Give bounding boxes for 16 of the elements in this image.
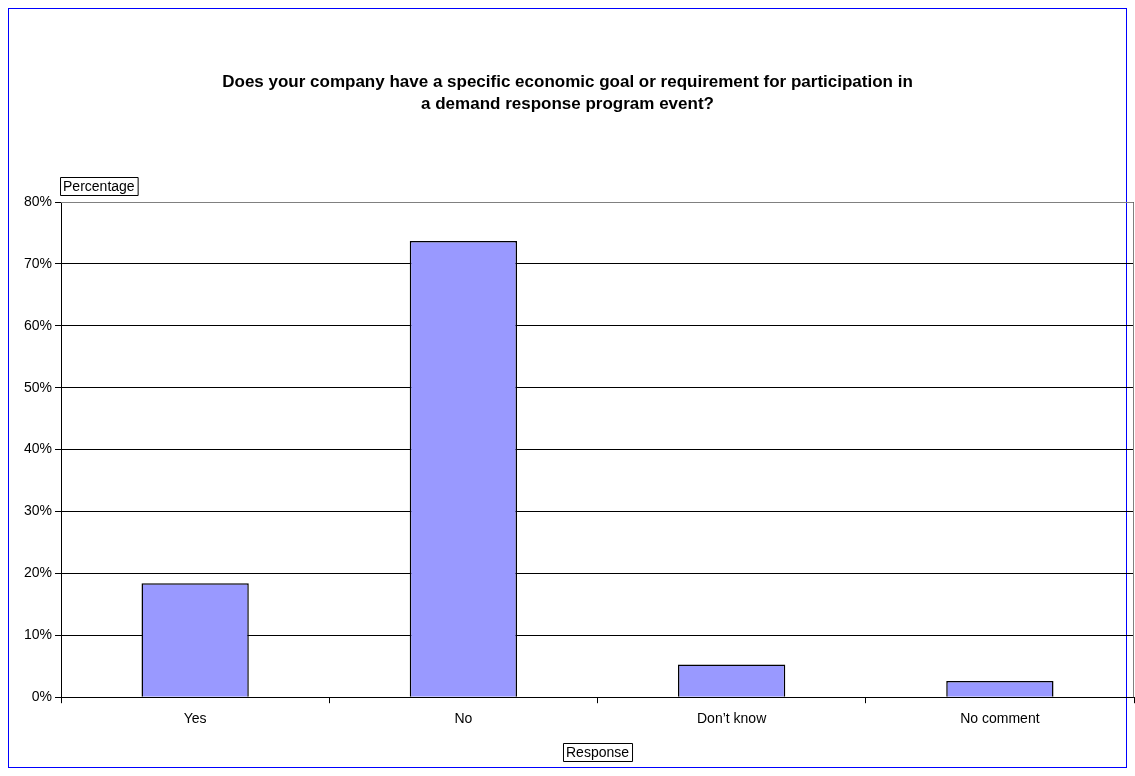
x-tick-label: No comment	[960, 710, 1040, 727]
y-tick-label: 0%	[31, 688, 53, 705]
y-tick-label: 40%	[23, 440, 53, 457]
y-tick-label: 20%	[23, 564, 53, 581]
x-tick-label: Don’t know	[697, 710, 768, 727]
x-tick-label: No	[454, 710, 473, 727]
x-tick-label: Yes	[183, 710, 207, 727]
chart-title: Does your company have a specific economic goal or requirement for participation in a demand response program event?	[221, 71, 914, 115]
y-tick-label: 10%	[23, 626, 53, 643]
y-axis-title: Percentage	[63, 177, 135, 194]
y-tick-label: 60%	[23, 316, 53, 333]
y-tick-label: 50%	[23, 378, 53, 395]
x-axis-title: Response	[565, 743, 630, 760]
y-tick-label: 30%	[23, 502, 53, 519]
y-tick-label: 70%	[23, 254, 53, 271]
y-tick-label: 80%	[23, 192, 53, 209]
